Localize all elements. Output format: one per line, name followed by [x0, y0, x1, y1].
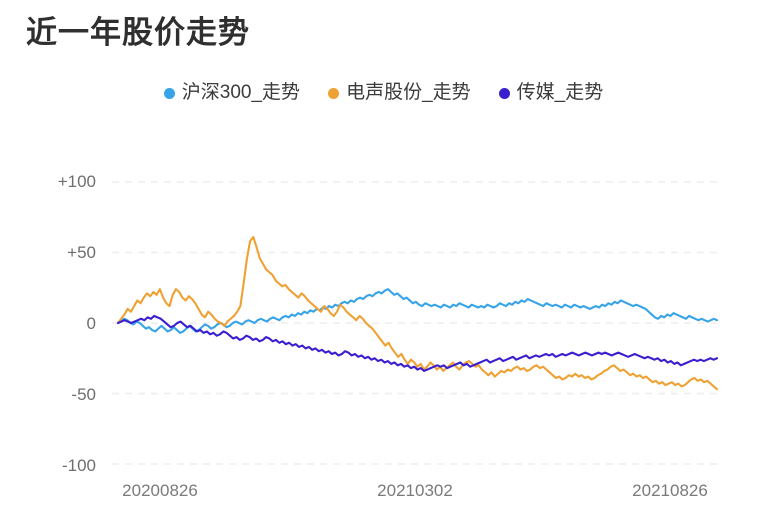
gridlines [112, 181, 722, 465]
y-tick-label: +100 [57, 172, 96, 191]
chart-legend: 沪深300_走势 电声股份_走势 传媒_走势 [0, 82, 767, 104]
y-tick-label: +50 [67, 243, 96, 262]
y-tick-label: 0 [86, 314, 96, 333]
series-line [116, 235, 719, 391]
series-line [116, 288, 719, 334]
legend-dot-icon [163, 87, 175, 99]
y-tick-label: -50 [71, 385, 96, 404]
x-tick-label: 20210302 [377, 481, 453, 500]
series-line [116, 314, 719, 372]
legend-item-label: 传媒_走势 [516, 82, 604, 103]
page-title: 近一年股价走势 [26, 15, 250, 50]
legend-item-label: 沪深300_走势 [181, 82, 301, 103]
legend-item-dianshenggufen[interactable]: 电声股份_走势 [328, 82, 471, 104]
legend-item-chuanmei[interactable]: 传媒_走势 [498, 82, 604, 104]
legend-item-hs300[interactable]: 沪深300_走势 [163, 82, 301, 104]
series-lines [116, 235, 719, 391]
y-tick-label: -100 [61, 456, 96, 475]
y-axis: +100 +50 0 -50 -100 [22, 0, 96, 517]
x-tick-label: 20200826 [122, 481, 198, 500]
x-tick-label: 20210826 [632, 481, 708, 500]
x-axis: 20200826 20210302 20210826 [0, 482, 767, 510]
legend-dot-icon [328, 87, 340, 99]
legend-item-label: 电声股份_走势 [346, 82, 471, 103]
legend-dot-icon [498, 87, 510, 99]
